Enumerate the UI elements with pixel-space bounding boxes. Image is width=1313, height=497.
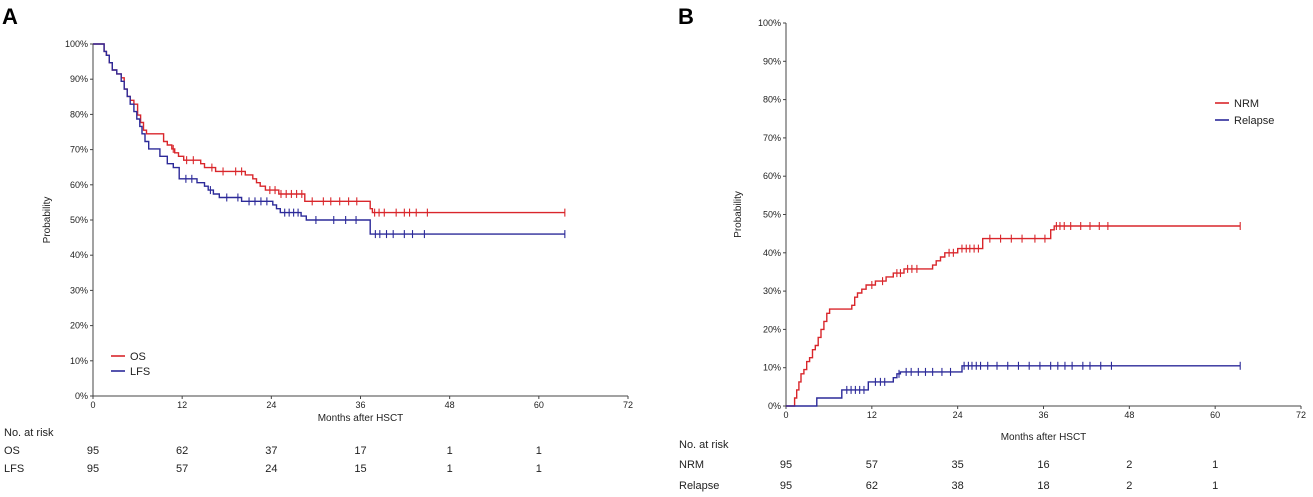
panel-b-risk-value: 35: [952, 459, 964, 471]
panel-a-risk-value: 24: [265, 463, 277, 475]
panel-a-x-tick-label: 12: [177, 400, 187, 410]
panel-b-letter: B: [678, 4, 694, 29]
panel-a-risk-value: 1: [536, 463, 542, 475]
panel-a-series-lfs-legend-label: LFS: [130, 366, 150, 378]
panel-a-y-tick-label: 90%: [70, 74, 88, 84]
panel-a-risk-value: 15: [354, 463, 366, 475]
panel-b-y-tick-label: 80%: [763, 95, 781, 105]
panel-a-risk-value: 95: [87, 463, 99, 475]
panel-b-risk-value: 95: [780, 459, 792, 471]
panel-a-risk-value: 62: [176, 445, 188, 457]
panel-b-y-axis-title: Probability: [733, 191, 744, 238]
panel-b-risk-value: 16: [1037, 459, 1049, 471]
panel-a-series-os-legend-label: OS: [130, 351, 146, 363]
panel-a-y-tick-label: 50%: [70, 215, 88, 225]
panel-a-risk-title: No. at risk: [4, 427, 54, 439]
panel-b-y-tick-label: 90%: [763, 56, 781, 66]
panel-a-y-tick-label: 10%: [70, 356, 88, 366]
panel-a-series-os-line: [93, 43, 565, 214]
panel-a-x-tick-label: 0: [90, 400, 95, 410]
panel-b-x-tick-label: 0: [783, 410, 788, 420]
panel-a-risk-value: 1: [536, 445, 542, 457]
panel-b-y-tick-label: 40%: [763, 248, 781, 258]
panel-a-y-tick-label: 0%: [75, 391, 88, 401]
panel-a-risk-value: 1: [447, 445, 453, 457]
panel-b-risk-value: 1: [1212, 480, 1218, 492]
panel-b-x-tick-label: 12: [867, 410, 877, 420]
panel-b-series-relapse-line: [786, 365, 1241, 407]
panel-b-x-tick-label: 72: [1296, 410, 1306, 420]
panel-b-risk-value: 62: [866, 480, 878, 492]
panel-b-risk-title: No. at risk: [679, 439, 729, 451]
panel-a-risk-value: 37: [265, 445, 277, 457]
panel-b-x-tick-label: 60: [1210, 410, 1220, 420]
panel-a-y-tick-label: 100%: [65, 39, 88, 49]
panel-a-risk-value: 57: [176, 463, 188, 475]
panel-b-risk-row-label: Relapse: [679, 480, 719, 492]
panel-b-risk-value: 2: [1126, 459, 1132, 471]
panel-a-x-tick-label: 24: [266, 400, 276, 410]
panel-a-x-tick-label: 72: [623, 400, 633, 410]
panel-a-y-tick-label: 40%: [70, 250, 88, 260]
panel-b-x-tick-label: 36: [1038, 410, 1048, 420]
panel-a-risk-value: 1: [447, 463, 453, 475]
panel-b-series-nrm-legend-label: NRM: [1234, 98, 1259, 110]
panel-b-y-tick-label: 60%: [763, 171, 781, 181]
panel-a-y-tick-label: 70%: [70, 145, 88, 155]
panel-a-y-tick-label: 80%: [70, 109, 88, 119]
panel-b-series-relapse-legend-label: Relapse: [1234, 115, 1274, 127]
panel-a-series-lfs-line: [93, 43, 565, 235]
panel-b-risk-value: 1: [1212, 459, 1218, 471]
panel-b-series-nrm-line: [786, 225, 1241, 407]
panel-a-y-axis-title: Probability: [42, 197, 53, 244]
panel-b-risk-row-label: NRM: [679, 459, 704, 471]
panel-a-risk-row-label: LFS: [4, 463, 24, 475]
panel-a-x-tick-label: 36: [355, 400, 365, 410]
panel-a-x-tick-label: 60: [534, 400, 544, 410]
panel-b-x-tick-label: 48: [1124, 410, 1134, 420]
panel-a-risk-value: 17: [354, 445, 366, 457]
panel-b-y-tick-label: 50%: [763, 210, 781, 220]
panel-a-y-tick-label: 30%: [70, 285, 88, 295]
panel-a-risk-value: 95: [87, 445, 99, 457]
panel-a-letter: A: [2, 4, 18, 29]
panel-b-x-tick-label: 24: [953, 410, 963, 420]
panel-a-x-tick-label: 48: [445, 400, 455, 410]
panel-b-y-tick-label: 100%: [758, 18, 781, 28]
panel-b-risk-value: 95: [780, 480, 792, 492]
panel-b-y-tick-label: 0%: [768, 401, 781, 411]
panel-b-y-tick-label: 30%: [763, 286, 781, 296]
panel-a-y-tick-label: 20%: [70, 321, 88, 331]
panel-b-risk-value: 38: [952, 480, 964, 492]
panel-b-y-tick-label: 70%: [763, 133, 781, 143]
panel-b-x-axis-title: Months after HSCT: [1001, 432, 1087, 443]
panel-a-y-tick-label: 60%: [70, 180, 88, 190]
panel-b-y-tick-label: 20%: [763, 324, 781, 334]
panel-a-risk-row-label: OS: [4, 445, 20, 457]
panel-b-y-tick-label: 10%: [763, 363, 781, 373]
panel-b-risk-value: 2: [1126, 480, 1132, 492]
panel-b-risk-value: 57: [866, 459, 878, 471]
panel-a-x-axis-title: Months after HSCT: [318, 413, 404, 424]
panel-b-risk-value: 18: [1037, 480, 1049, 492]
